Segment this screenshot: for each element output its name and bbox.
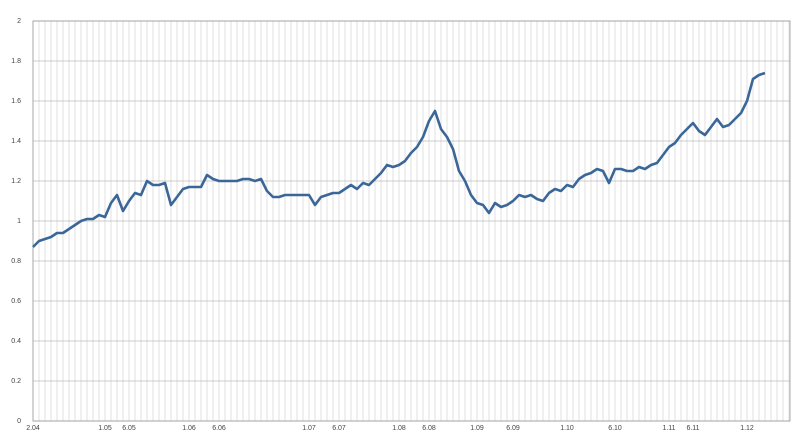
x-tick-label: 1.06 [182,425,196,432]
y-tick-label: 1.2 [11,178,21,185]
y-tick-label: 1 [17,218,21,225]
x-tick-label: 1.12 [740,425,754,432]
y-tick-label: 0 [17,418,21,425]
y-tick-label: 0.6 [11,298,21,305]
y-tick-label: 0.4 [11,338,21,345]
x-tick-label: 2.04 [26,425,40,432]
line-series [32,71,766,248]
x-tick-label: 6.11 [686,425,699,432]
x-tick-label: 6.09 [506,425,520,432]
x-tick-label: 6.10 [608,425,622,432]
x-tick-label: 6.06 [212,425,226,432]
y-tick-label: 1.6 [11,98,21,105]
x-tick-label: 6.07 [332,425,346,432]
y-tick-label: 1.4 [11,138,21,145]
y-tick-label: 0.8 [11,258,21,265]
x-tick-label: 1.05 [98,425,112,432]
y-tick-label: 2 [17,18,21,25]
x-tick-label: 1.07 [302,425,316,432]
plot-border [32,20,791,422]
x-tick-label: 1.11 [662,425,675,432]
x-tick-label: 1.09 [470,425,484,432]
y-tick-label: 1.8 [11,58,21,65]
x-tick-label: 6.05 [122,425,136,432]
x-tick-label: 1.10 [560,425,574,432]
x-tick-label: 6.08 [422,425,436,432]
y-tick-label: 0.2 [11,378,21,385]
x-tick-label: 1.08 [392,425,406,432]
